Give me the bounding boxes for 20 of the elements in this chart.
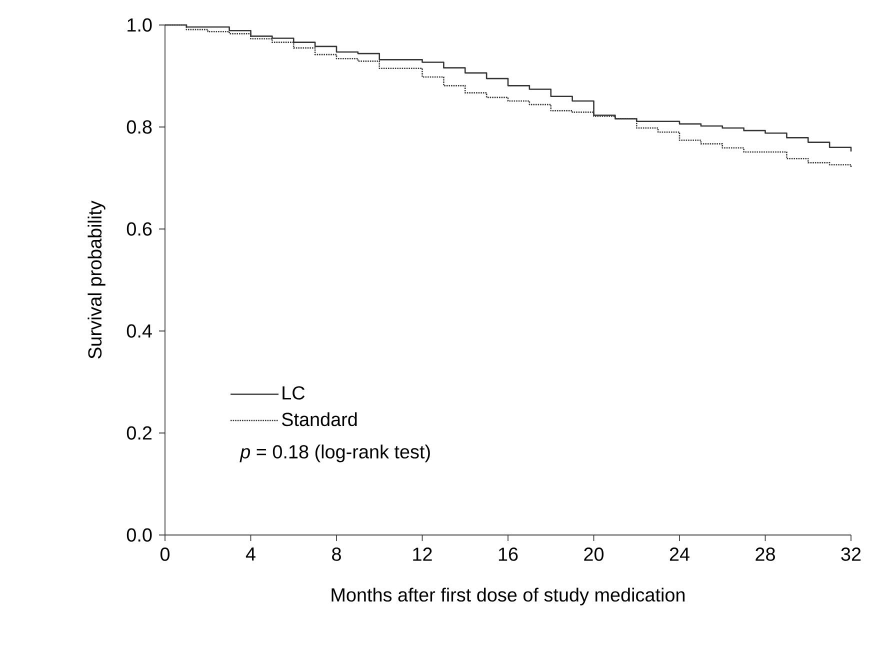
y-axis-title: Survival probability [88, 200, 106, 359]
x-tick-label: 0 [160, 548, 170, 561]
x-tick-label: 16 [498, 548, 518, 561]
y-tick-label: 0.8 [126, 120, 152, 134]
y-tick-label: 0.4 [126, 324, 152, 338]
y-tick-label: 0.0 [126, 528, 152, 542]
annotation: p = 0.18 (log-rank test) [240, 444, 430, 462]
x-axis-title: Months after first dose of study medication [332, 588, 685, 606]
y-tick-label: 0.6 [126, 222, 152, 236]
legend-label: Standard [282, 412, 357, 426]
x-tick-label: 24 [670, 548, 690, 561]
x-tick-label: 8 [332, 548, 341, 561]
x-tick-label: 4 [246, 548, 256, 561]
legend-label: LC [282, 386, 305, 400]
x-tick-label: 32 [841, 548, 861, 561]
x-tick-label: 12 [413, 548, 432, 561]
y-tick-label: 1.0 [128, 18, 152, 32]
y-tick-label: 0.2 [126, 426, 152, 440]
x-tick-label: 20 [584, 548, 604, 561]
x-tick-label: 28 [756, 548, 775, 561]
